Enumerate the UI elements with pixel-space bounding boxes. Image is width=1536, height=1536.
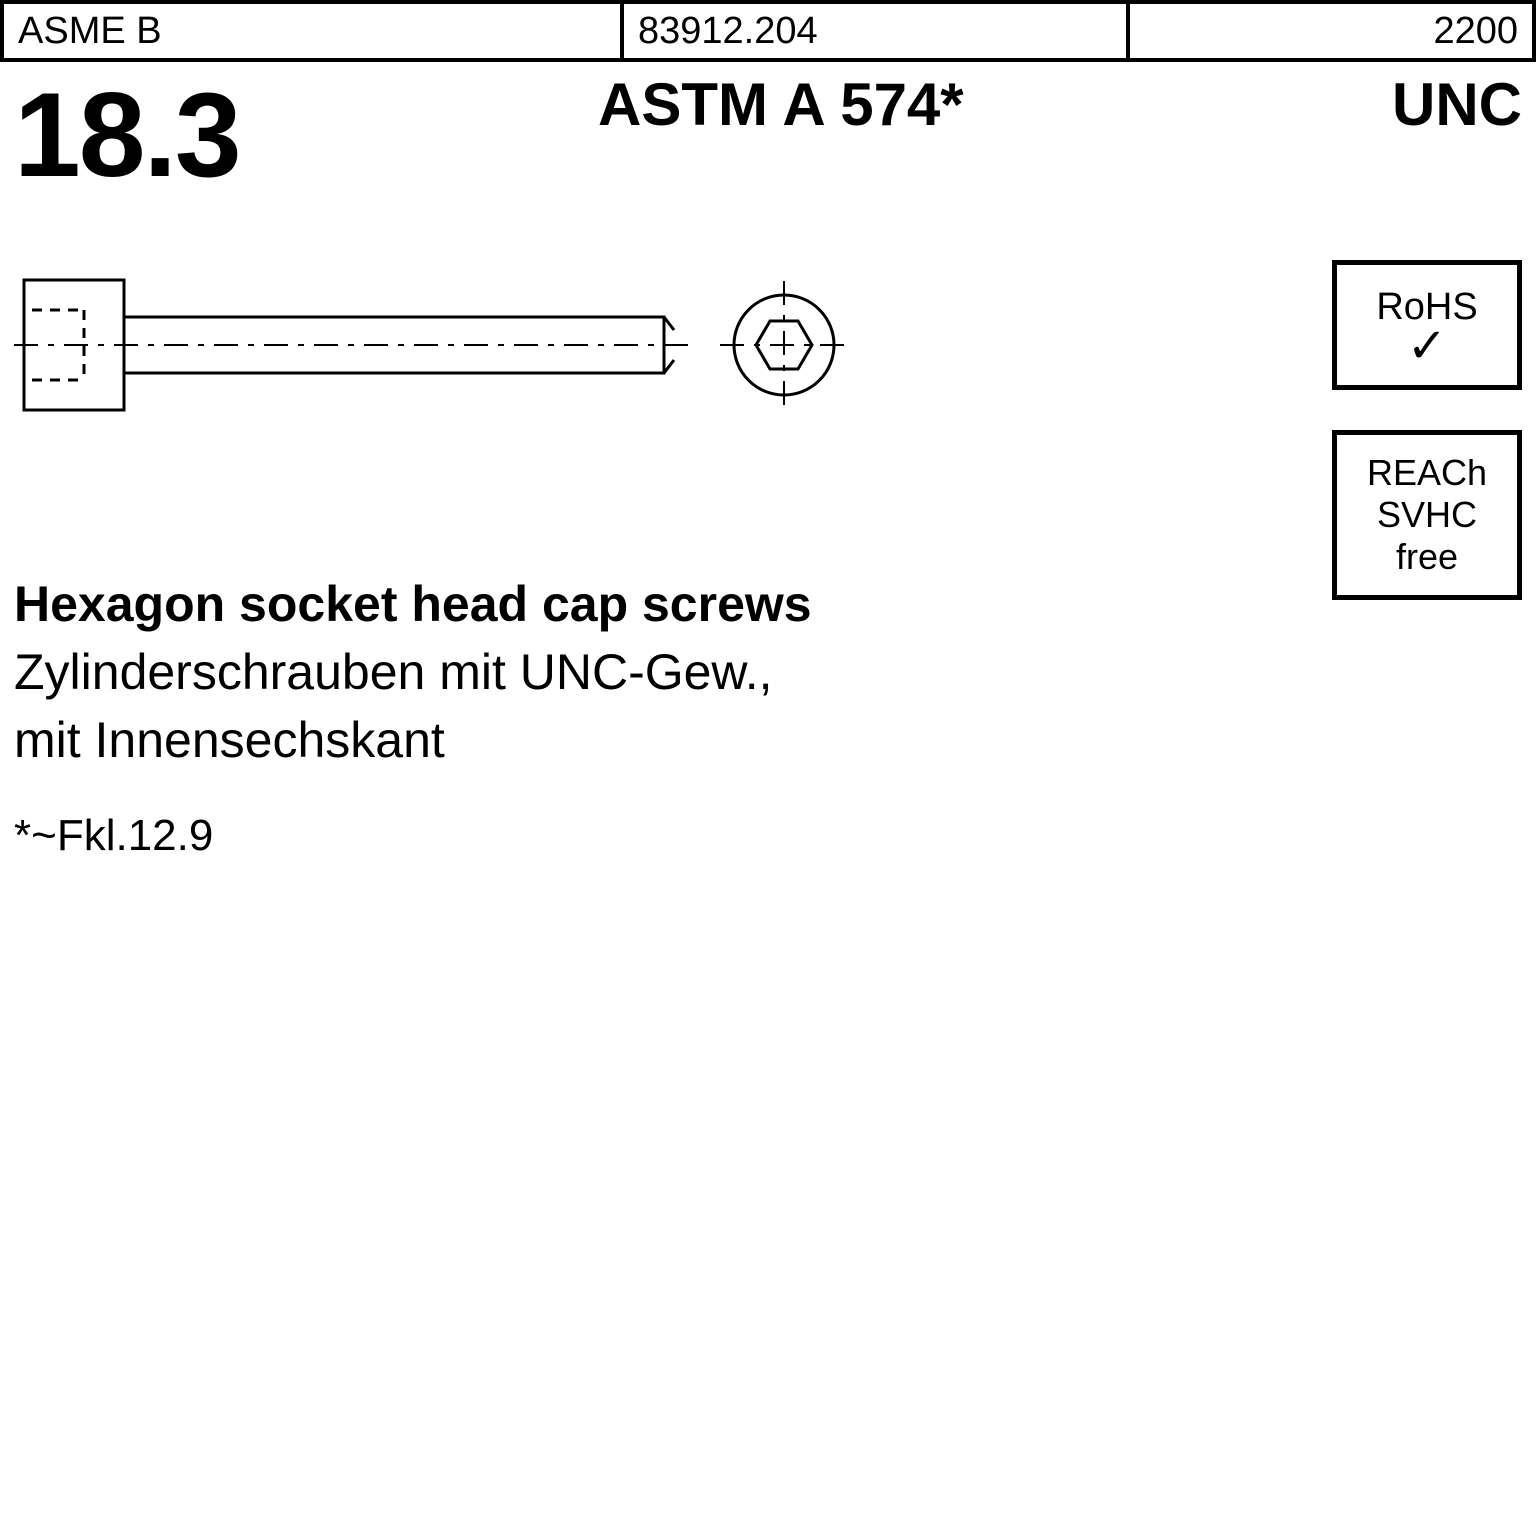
description-block: Hexagon socket head cap screws Zylinders… [14, 570, 812, 870]
screw-drawing [14, 260, 874, 430]
check-icon: ✓ [1407, 329, 1447, 365]
header-article: 83912.204 [624, 4, 1130, 58]
header-code: 2200 [1130, 4, 1532, 58]
title-en: Hexagon socket head cap screws [14, 570, 812, 638]
reach-line3: free [1396, 536, 1458, 578]
rohs-badge: RoHS ✓ [1332, 260, 1522, 390]
title-de-2: mit Innensechskant [14, 706, 812, 774]
datasheet-page: ASME B 83912.204 2200 18.3 ASTM A 574* U… [0, 0, 1536, 1536]
thread-label: UNC [1392, 70, 1522, 139]
reach-badge: REACh SVHC free [1332, 430, 1522, 600]
standard-label: ASTM A 574* [598, 70, 964, 139]
title-de-1: Zylinderschrauben mit UNC-Gew., [14, 638, 812, 706]
header-row: ASME B 83912.204 2200 [0, 0, 1536, 62]
reach-line2: SVHC [1377, 494, 1477, 536]
header-standard: ASME B [4, 4, 624, 58]
strength-note: *~Fkl.12.9 [14, 802, 812, 870]
reach-line1: REACh [1367, 452, 1487, 494]
